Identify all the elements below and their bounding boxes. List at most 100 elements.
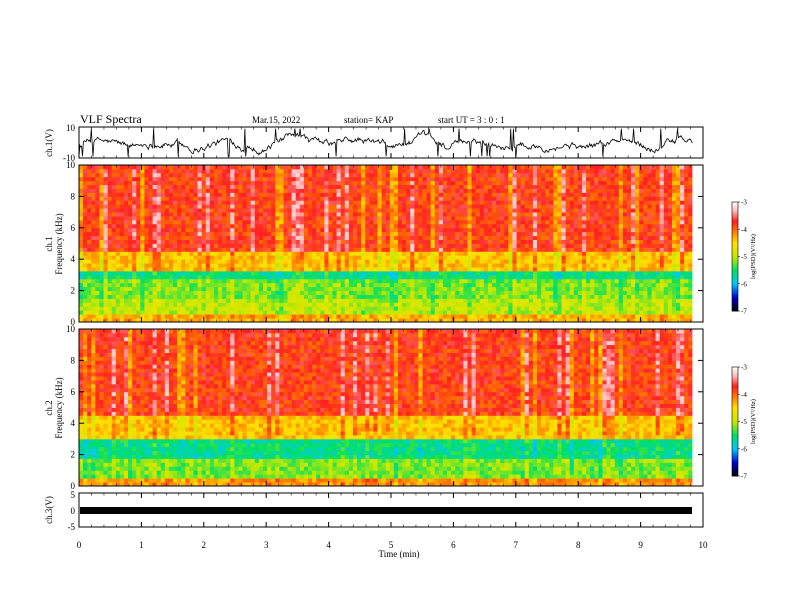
spectrogram-cell xyxy=(156,216,162,221)
spectrogram-cell xyxy=(447,259,452,264)
spectrogram-cell xyxy=(385,314,391,319)
spectrogram-cell xyxy=(385,286,391,292)
spectrogram-cell xyxy=(271,212,276,217)
spectrogram-cell xyxy=(635,302,640,307)
spectrogram-cell xyxy=(647,223,652,229)
spectrogram-cell xyxy=(226,247,231,252)
spectrogram-cell xyxy=(455,294,460,299)
spectrogram-cell xyxy=(680,274,685,280)
spectrogram-cell xyxy=(590,243,595,248)
spectrogram-cell xyxy=(222,314,227,319)
spectrogram-cell xyxy=(438,259,444,264)
spectrogram-cell xyxy=(87,223,92,229)
spectrogram-cell xyxy=(545,219,550,225)
spectrogram-cell xyxy=(148,247,154,252)
spectrogram-cell xyxy=(598,216,603,221)
spectrogram-cell xyxy=(205,306,211,311)
spectrogram-cell xyxy=(455,306,460,311)
spectrogram-cell xyxy=(99,294,104,299)
spectrogram-cell xyxy=(267,200,272,205)
spectrogram-cell xyxy=(684,219,689,225)
spectrogram-cell xyxy=(291,255,297,260)
spectrogram-cell xyxy=(283,200,288,205)
spectrogram-cell xyxy=(344,290,350,295)
spectrogram-cell xyxy=(303,259,309,264)
spectrogram-cell xyxy=(553,263,558,268)
spectrogram-cell xyxy=(242,196,248,201)
spectrogram-cell xyxy=(377,294,383,299)
spectrogram-cell xyxy=(430,235,436,240)
spectrogram-cell xyxy=(500,223,505,229)
spectrogram-cell xyxy=(328,302,333,307)
spectrogram-cell xyxy=(377,267,383,272)
spectrogram-cell xyxy=(647,204,652,209)
spectrogram-cell xyxy=(659,294,665,299)
spectrogram-cell xyxy=(287,200,293,205)
spectrogram-cell xyxy=(467,247,472,252)
spectrogram-cell xyxy=(667,227,673,233)
spectrogram-cell xyxy=(377,212,383,217)
spectrogram-cell xyxy=(369,212,374,217)
spectrogram-cell xyxy=(614,255,620,260)
spectrogram-cell xyxy=(512,212,517,217)
spectrogram-cell xyxy=(103,302,109,307)
spectrogram-cell xyxy=(512,274,517,280)
spectrogram-cell xyxy=(140,200,145,205)
spectrogram-cell xyxy=(95,219,100,225)
spectrogram-cell xyxy=(475,216,481,221)
spectrogram-cell xyxy=(320,282,325,288)
spectrogram-cell xyxy=(156,204,162,209)
spectrogram-cell xyxy=(537,208,542,213)
spectrogram-cell xyxy=(218,216,223,221)
spectrogram-cell xyxy=(369,208,374,213)
spectrogram-cell xyxy=(426,255,432,260)
spectrogram-cell xyxy=(667,270,673,276)
spectrogram-cell xyxy=(361,263,366,268)
spectrogram-cell xyxy=(140,239,145,244)
spectrogram-cell xyxy=(185,247,190,252)
spectrogram-cell xyxy=(553,227,558,233)
spectrogram-cell xyxy=(140,259,145,264)
spectrogram-cell xyxy=(577,231,583,237)
spectrogram-cell xyxy=(250,278,256,284)
spectrogram-cell xyxy=(267,231,272,237)
spectrogram-cell xyxy=(381,318,387,323)
spectrogram-cell xyxy=(95,255,100,260)
spectrogram-cell xyxy=(201,302,207,307)
spectrogram-cell xyxy=(258,302,264,307)
spectrogram-cell xyxy=(414,227,419,233)
spectrogram-cell xyxy=(635,219,640,225)
spectrogram-cell xyxy=(177,286,182,292)
spectrogram-cell xyxy=(222,294,227,299)
spectrogram-cell xyxy=(671,231,677,237)
spectrogram-cell xyxy=(287,251,293,256)
spectrogram-cell xyxy=(602,227,607,233)
spectrogram-cell xyxy=(173,216,178,221)
spectrogram-cell xyxy=(103,263,109,268)
spectrogram-cell xyxy=(569,235,575,240)
spectrogram-cell xyxy=(500,294,505,299)
spectrogram-cell xyxy=(590,263,595,268)
spectrogram-cell xyxy=(520,243,526,248)
spectrogram-cell xyxy=(381,219,387,225)
spectrogram-cell xyxy=(205,298,211,303)
spectrogram-cell xyxy=(107,314,113,319)
spectrogram-cell xyxy=(479,204,485,209)
spectrogram-cell xyxy=(487,282,493,288)
spectrogram-cell xyxy=(397,282,403,288)
spectrogram-cell xyxy=(320,278,325,284)
spectrogram-cell xyxy=(651,200,656,205)
spectrogram-cell xyxy=(471,278,477,284)
spectrogram-cell xyxy=(222,263,227,268)
spectrogram-cell xyxy=(189,298,194,303)
spectrogram-cell xyxy=(123,270,129,276)
spectrogram-cell xyxy=(553,247,558,252)
spectrogram-cell xyxy=(680,302,685,307)
spectrogram-cell xyxy=(647,247,652,252)
spectrogram-cell xyxy=(422,290,427,295)
spectrogram-cell xyxy=(492,251,497,256)
spectrogram-cell xyxy=(144,235,149,240)
spectrogram-cell xyxy=(128,278,133,284)
spectrogram-cell xyxy=(520,204,526,209)
spectrogram-cell xyxy=(479,274,485,280)
